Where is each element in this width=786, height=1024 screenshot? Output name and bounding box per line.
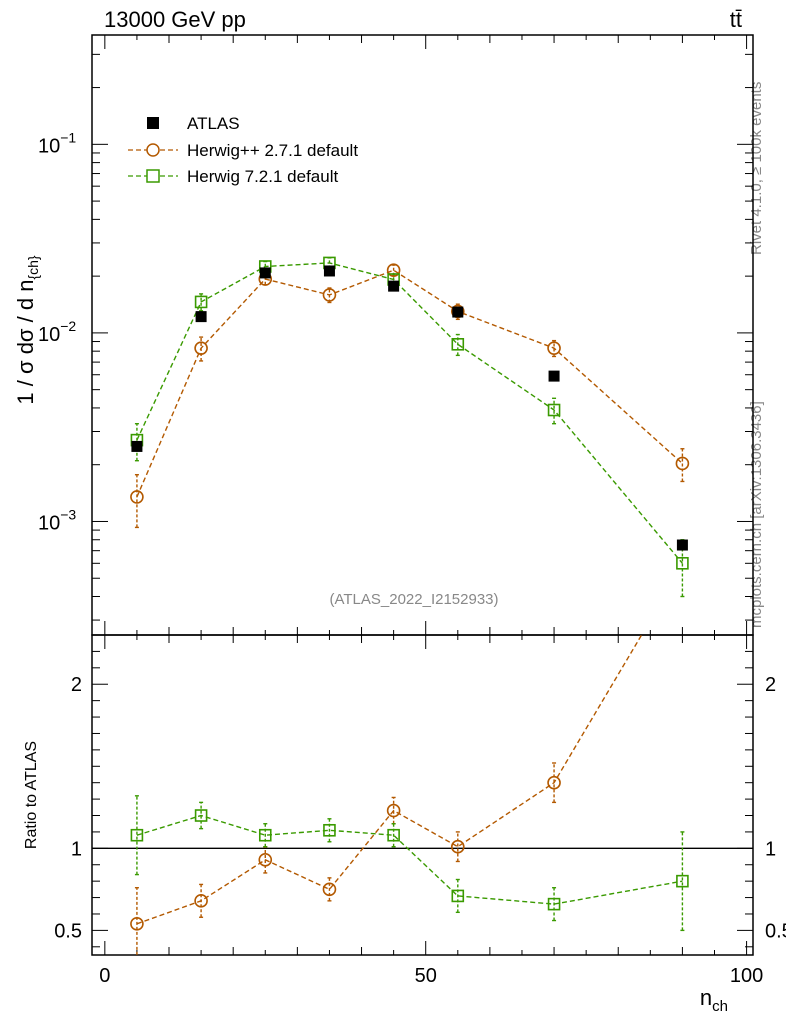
ratio-herwigpp-point: [386, 803, 401, 818]
main-y-tick-label: 10−3: [38, 506, 76, 534]
ratio-plot-frame: [91, 634, 754, 956]
legend-herwigpp-marker: [146, 143, 160, 157]
main-herwig7-point: [194, 295, 208, 309]
ratio-y-axis-title: Ratio to ATLAS: [23, 741, 40, 849]
x-tick-label: 0: [99, 965, 110, 987]
analysis-label: (ATLAS_2022_I2152933): [329, 591, 498, 608]
ratio-herwig7-point: [547, 897, 561, 911]
ratio-herwig7-point: [676, 874, 689, 888]
main-y-axis-title: 1 / σ dσ / d n{ch}: [13, 255, 41, 404]
ratio-herwigpp-group: [130, 635, 643, 955]
ratio-y-tick-label-right: 0.5: [765, 920, 786, 942]
ratio-herwig7-line: [136, 814, 683, 905]
ratio-herwig7-point: [451, 889, 465, 903]
ratio-herwig7-point: [323, 823, 336, 837]
main-herwigpp-point: [386, 263, 401, 278]
main-herwigpp-point: [322, 288, 337, 302]
ratio-herwigpp-point: [194, 894, 208, 908]
main-herwig7-point: [451, 338, 465, 351]
main-herwigpp-point: [547, 341, 561, 355]
ratio-herwigpp-point: [547, 775, 561, 790]
ratio-herwig7-group: [130, 795, 689, 932]
legend-atlas-label: ATLAS: [187, 114, 240, 133]
legend-herwig7-marker: [146, 169, 160, 183]
main-atlas-point: [676, 539, 688, 551]
legend-atlas-marker: [147, 117, 159, 129]
main-herwig7-group: [130, 256, 689, 598]
main-herwigpp-point: [675, 456, 690, 471]
ratio-herwig7-point: [258, 828, 272, 842]
legend-herwigpp-label: Herwig++ 2.7.1 default: [187, 141, 358, 160]
ratio-herwigpp-point: [450, 839, 465, 854]
main-atlas-point: [388, 280, 400, 292]
main-atlas-group: [131, 265, 688, 551]
ratio-herwig7-point: [387, 828, 400, 842]
main-atlas-point: [131, 440, 143, 452]
main-herwig7-line: [136, 262, 683, 564]
x-tick-label: 100: [730, 965, 763, 987]
main-herwigpp-group: [130, 263, 690, 529]
main-atlas-point: [323, 265, 335, 277]
energy-label: 13000 GeV pp: [104, 7, 246, 32]
ratio-herwigpp-point: [130, 917, 144, 931]
main-herwig7-point: [676, 557, 689, 570]
ratio-herwigpp-line: [136, 635, 643, 925]
x-tick-label: 50: [415, 965, 437, 987]
main-y-tick-label: 10−2: [38, 318, 76, 346]
main-herwigpp-point: [194, 341, 208, 355]
main-herwigpp-point: [130, 490, 144, 504]
main-atlas-point: [452, 306, 464, 318]
ratio-herwig7-point: [194, 809, 208, 822]
ratio-herwigpp-point: [258, 853, 273, 867]
main-atlas-point: [548, 370, 560, 382]
legend-herwig7-label: Herwig 7.2.1 default: [187, 167, 338, 186]
ratio-y-tick-label: 2: [71, 674, 82, 696]
ratio-y-tick-label-right: 1: [765, 838, 776, 860]
main-atlas-point: [259, 267, 271, 279]
main-atlas-point: [195, 311, 207, 323]
legend: ATLAS Herwig++ 2.7.1 default Herwig 7.2.…: [128, 114, 358, 186]
ratio-herwigpp-point: [322, 882, 337, 897]
ratio-y-tick-label: 1: [71, 838, 82, 860]
main-y-tick-label: 10−1: [38, 129, 76, 157]
ratio-y-tick-label-right: 2: [765, 674, 776, 696]
process-label: tt̄: [730, 7, 742, 32]
ratio-y-tick-label: 0.5: [54, 920, 82, 942]
rivet-version-label: Rivet 4.1.0, ≥ 100k events: [748, 82, 765, 255]
mcplots-label: mcplots.cern.ch [arXiv:1306.3436]: [748, 401, 765, 628]
main-herwig7-point: [547, 403, 561, 417]
main-herwigpp-line: [136, 269, 683, 498]
ratio-herwig7-point: [130, 828, 144, 842]
x-axis-title: nch: [700, 985, 728, 1015]
